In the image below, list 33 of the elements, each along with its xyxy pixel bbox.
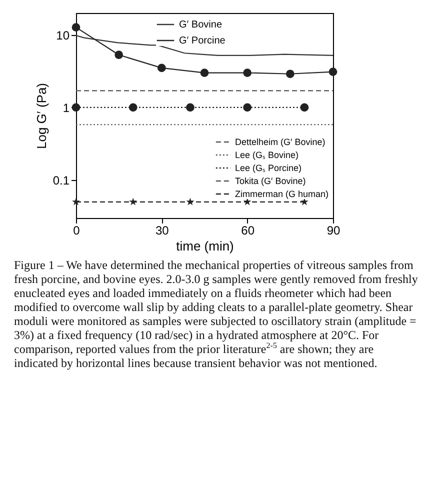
legend-label: Tokita (G′ Bovine)	[235, 176, 306, 186]
text: Figure 1 – We have determined the mechanical properties of vitreous samples from fresh porcine, and bovine eyes. 2.0-3.0 g samples were gently removed from freshly enucleated eyes and loaded immediately on a fluids rheometer which had been modified to overcome wall slip by adding cleats to a parallel-plate geometry. Shear moduli were monitored as samples were subjected to oscillatory strain (amplitude = 3%) at a fixed frequency (10 rad/sec) in a hydrated atmosphere at 20°C. For comparison, reported values from the prior literature$^{2-5}$ are shown; they are indicated by horizontal lines because transient behavior was not mentioned.	[14, 258, 418, 370]
point	[72, 23, 80, 32]
x-tick-label: 0	[73, 224, 80, 238]
legend-label: Lee (Gₛ Porcine)	[235, 163, 302, 173]
point	[72, 103, 80, 112]
legend-label: Zimmerman (G human)	[235, 189, 329, 199]
point	[243, 103, 252, 112]
point	[128, 103, 138, 112]
x-tick-label: 90	[326, 224, 340, 238]
point	[243, 68, 252, 77]
x-tick-label: 60	[241, 224, 255, 238]
point	[286, 70, 294, 78]
line-series	[75, 34, 334, 56]
y-tick-label: 0.1	[52, 174, 70, 188]
point	[200, 68, 209, 77]
legend-label: Lee (Gₛ Bovine)	[235, 150, 299, 160]
legend-label: G′ Bovine	[179, 20, 222, 30]
point	[300, 103, 309, 112]
point	[157, 64, 166, 72]
point	[186, 103, 194, 112]
y-axis-title: Log G′ (Pa)	[34, 82, 49, 150]
point	[114, 50, 124, 60]
legend-label: G′ Porcine	[179, 36, 226, 46]
point	[328, 68, 338, 76]
point	[72, 198, 80, 206]
y-tick-label: 1	[62, 100, 70, 115]
x-axis-title: time (min)	[176, 238, 234, 254]
point	[129, 198, 138, 206]
x-tick-label: 30	[155, 224, 170, 238]
y-tick-label: 10	[56, 28, 70, 42]
point	[186, 198, 194, 206]
legend-label: Dettelheim (G′ Bovine)	[235, 137, 326, 147]
